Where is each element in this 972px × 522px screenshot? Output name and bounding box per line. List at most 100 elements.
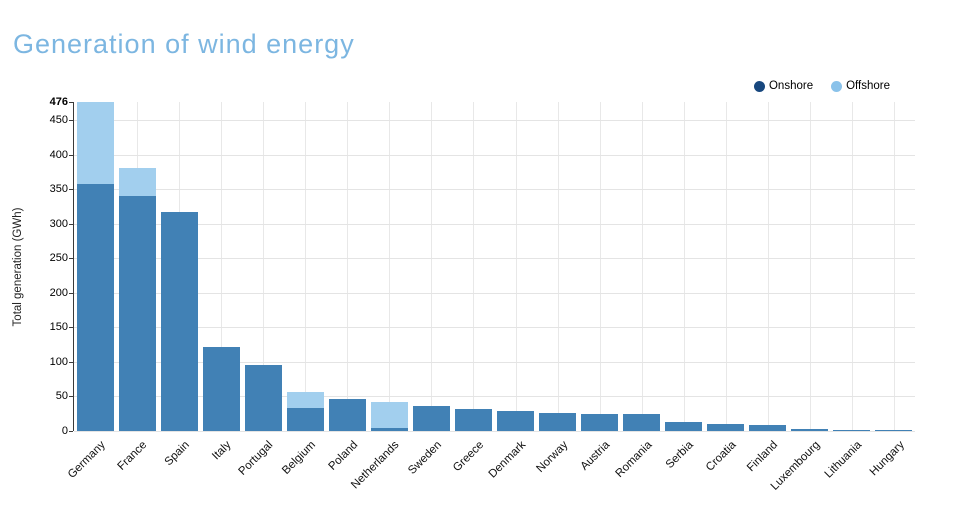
bar-spain[interactable]: [160, 211, 198, 431]
onshore-segment[interactable]: [328, 399, 366, 431]
onshore-segment[interactable]: [370, 428, 408, 431]
onshore-segment[interactable]: [412, 406, 450, 431]
x-tick-label: Hungary: [867, 439, 907, 479]
bar-italy[interactable]: [202, 347, 240, 431]
bar-lithuania[interactable]: [833, 429, 871, 431]
onshore-segment[interactable]: [202, 347, 240, 431]
y-tick-mark: [69, 292, 73, 294]
category-slot: [158, 102, 200, 431]
vertical-gridline: [515, 102, 517, 431]
onshore-segment[interactable]: [749, 424, 787, 431]
x-tick-label: Portugal: [236, 439, 276, 478]
onshore-segment[interactable]: [875, 430, 913, 431]
onshore-segment[interactable]: [581, 413, 619, 431]
y-tick-label: 50: [55, 390, 68, 403]
legend-label-onshore: Onshore: [768, 80, 814, 92]
onshore-segment[interactable]: [118, 196, 156, 431]
bar-austria[interactable]: [581, 413, 619, 431]
bar-croatia[interactable]: [707, 424, 745, 431]
y-tick-label: 200: [49, 286, 68, 299]
horizontal-gridline: [74, 223, 915, 225]
category-slot: [789, 102, 831, 431]
bar-finland[interactable]: [749, 424, 787, 431]
x-tick-label: Denmark: [486, 439, 529, 481]
horizontal-gridline: [74, 396, 915, 398]
bar-poland[interactable]: [328, 399, 366, 431]
bar-sweden[interactable]: [412, 406, 450, 431]
vertical-gridline: [557, 102, 559, 431]
onshore-segment[interactable]: [623, 414, 661, 431]
category-slot: [200, 102, 242, 431]
bar-luxembourg[interactable]: [791, 428, 829, 431]
onshore-segment[interactable]: [497, 410, 535, 431]
legend-label-offshore: Offshore: [846, 80, 890, 92]
onshore-segment[interactable]: [76, 183, 114, 431]
bar-hungary[interactable]: [875, 430, 913, 431]
horizontal-gridline: [74, 431, 915, 432]
onshore-segment[interactable]: [244, 365, 282, 431]
bar-denmark[interactable]: [497, 410, 535, 431]
x-tick-label: Croatia: [703, 439, 739, 474]
y-tick-mark: [69, 327, 73, 329]
horizontal-gridline: [74, 154, 915, 156]
category-slot: [452, 102, 494, 431]
offshore-segment[interactable]: [370, 402, 408, 429]
horizontal-gridline: [74, 292, 915, 294]
onshore-segment[interactable]: [160, 211, 198, 431]
y-tick-label: 450: [49, 113, 68, 126]
bar-germany[interactable]: [76, 102, 114, 431]
onshore-segment[interactable]: [791, 428, 829, 431]
bar-greece[interactable]: [454, 408, 492, 431]
horizontal-gridline: [74, 327, 915, 329]
offshore-segment[interactable]: [118, 168, 156, 196]
offshore-segment[interactable]: [286, 391, 324, 409]
bar-serbia[interactable]: [665, 422, 703, 431]
category-slot: [116, 102, 158, 431]
y-tick-label: 400: [49, 148, 68, 161]
x-tick-label: Italy: [210, 439, 234, 463]
bar-netherlands[interactable]: [370, 402, 408, 431]
chart-title: Generation of wind energy: [13, 29, 355, 59]
vertical-gridline: [263, 102, 265, 431]
x-tick-label: Poland: [325, 439, 360, 473]
vertical-gridline: [599, 102, 601, 431]
onshore-segment[interactable]: [286, 408, 324, 431]
y-tick-mark: [69, 119, 73, 121]
y-tick-label: 250: [49, 252, 68, 265]
x-tick-label: Greece: [450, 439, 486, 475]
vertical-gridline: [305, 102, 307, 431]
y-axis-line: [73, 102, 74, 431]
bar-norway[interactable]: [539, 413, 577, 431]
category-slot: [873, 102, 915, 431]
category-slot: [831, 102, 873, 431]
bar-france[interactable]: [118, 168, 156, 431]
y-axis-title: Total generation (GWh): [12, 207, 24, 327]
category-slot: [579, 102, 621, 431]
y-tick-label: 0: [61, 425, 68, 437]
vertical-gridline: [683, 102, 685, 431]
y-tick-mark: [69, 223, 73, 225]
offshore-segment[interactable]: [76, 102, 114, 184]
vertical-gridline: [221, 102, 223, 431]
onshore-segment[interactable]: [707, 424, 745, 431]
y-tick-mark: [69, 154, 73, 156]
legend-item-offshore[interactable]: Offshore: [831, 80, 890, 92]
onshore-segment[interactable]: [454, 408, 492, 431]
horizontal-gridline: [74, 258, 915, 260]
horizontal-gridline: [74, 189, 915, 191]
category-slot: [368, 102, 410, 431]
x-tick-label: Norway: [533, 439, 571, 476]
onshore-segment[interactable]: [539, 413, 577, 431]
x-tick-label: Lithuania: [822, 439, 865, 481]
onshore-segment[interactable]: [833, 429, 871, 431]
bar-belgium[interactable]: [286, 391, 324, 431]
bar-romania[interactable]: [623, 414, 661, 431]
horizontal-gridline: [74, 119, 915, 121]
legend-item-onshore[interactable]: Onshore: [753, 80, 814, 92]
bar-portugal[interactable]: [244, 365, 282, 431]
offshore-legend-dot-icon: [831, 80, 843, 92]
onshore-segment[interactable]: [665, 422, 703, 431]
onshore-legend-dot-icon: [753, 80, 765, 92]
y-tick-label: 300: [49, 217, 68, 230]
